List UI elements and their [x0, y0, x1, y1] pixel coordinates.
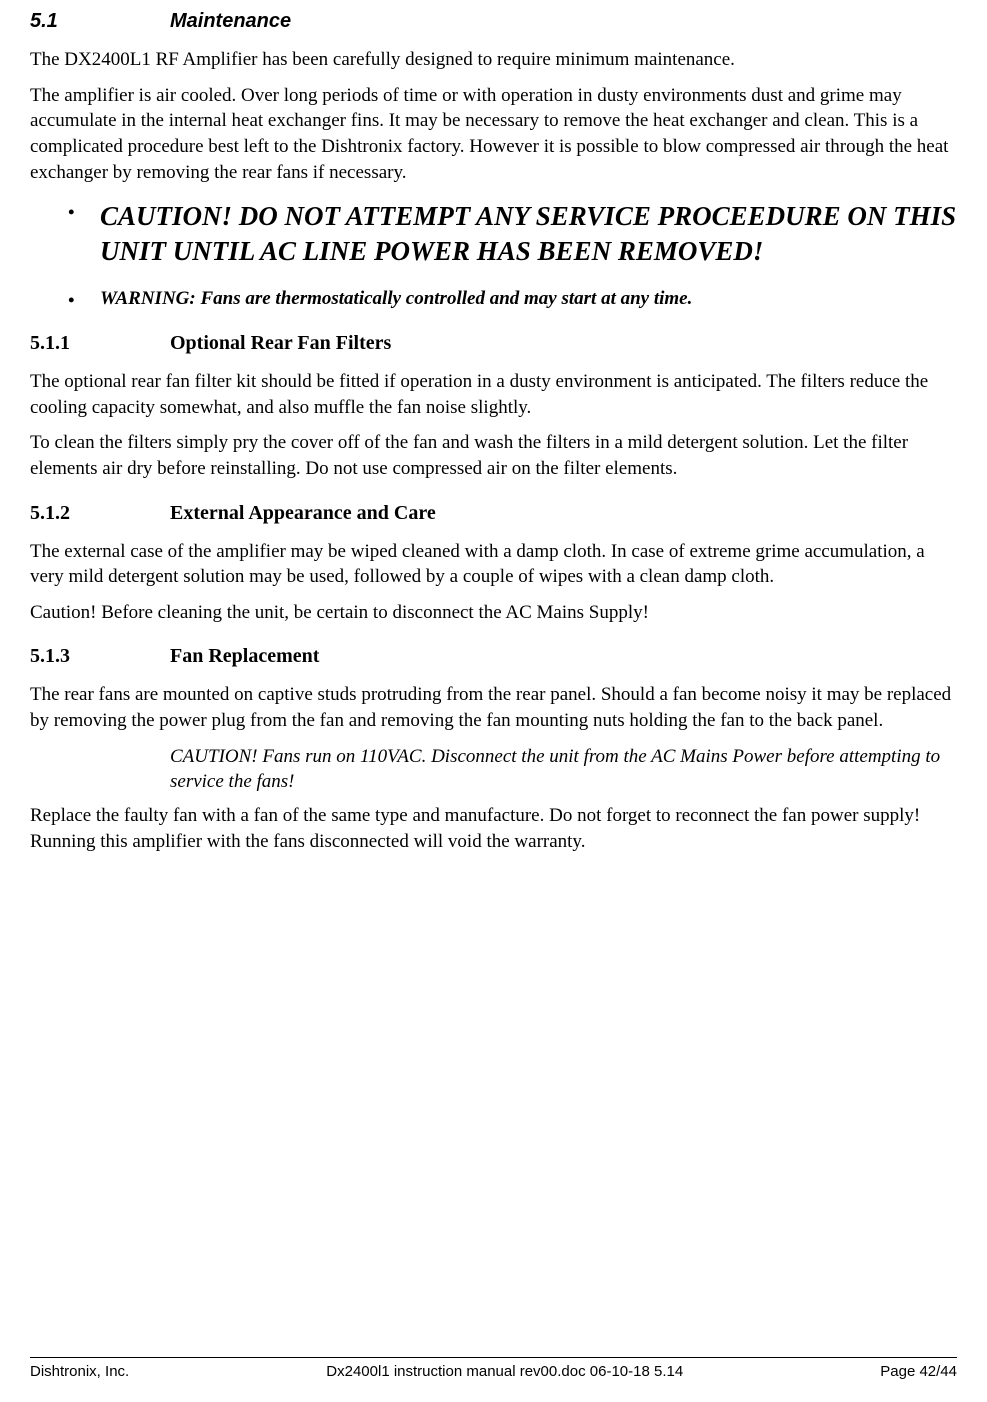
- paragraph: To clean the filters simply pry the cove…: [30, 430, 957, 481]
- indented-caution: CAUTION! Fans run on 110VAC. Disconnect …: [30, 744, 957, 795]
- footer-company: Dishtronix, Inc.: [30, 1362, 129, 1382]
- section-heading: 5.1Maintenance: [30, 8, 957, 35]
- subsection-title: Fan Replacement: [170, 645, 319, 667]
- paragraph: Replace the faulty fan with a fan of the…: [30, 803, 957, 854]
- page-footer: Dishtronix, Inc. Dx2400l1 instruction ma…: [30, 1357, 957, 1382]
- bullet-list: CAUTION! DO NOT ATTEMPT ANY SERVICE PROC…: [30, 199, 957, 312]
- warning-bullet: WARNING: Fans are thermostatically contr…: [72, 286, 957, 312]
- subsection-heading: 5.1.2External Appearance and Care: [30, 500, 957, 527]
- subsection-number: 5.1.3: [30, 643, 170, 670]
- subsection-title: Optional Rear Fan Filters: [170, 332, 391, 354]
- subsection-heading: 5.1.1Optional Rear Fan Filters: [30, 330, 957, 357]
- footer-page: Page 42/44: [880, 1362, 957, 1382]
- paragraph: The optional rear fan filter kit should …: [30, 369, 957, 420]
- paragraph: The rear fans are mounted on captive stu…: [30, 682, 957, 733]
- footer-doc: Dx2400l1 instruction manual rev00.doc 06…: [326, 1362, 683, 1382]
- subsection-heading: 5.1.3Fan Replacement: [30, 643, 957, 670]
- caution-bullet: CAUTION! DO NOT ATTEMPT ANY SERVICE PROC…: [72, 199, 957, 268]
- subsection-title: External Appearance and Care: [170, 502, 436, 524]
- paragraph: The external case of the amplifier may b…: [30, 539, 957, 590]
- subsection-number: 5.1.1: [30, 330, 170, 357]
- subsection-number: 5.1.2: [30, 500, 170, 527]
- paragraph: The DX2400L1 RF Amplifier has been caref…: [30, 47, 957, 73]
- paragraph: Caution! Before cleaning the unit, be ce…: [30, 600, 957, 626]
- section-number: 5.1: [30, 8, 170, 35]
- section-title: Maintenance: [170, 10, 291, 32]
- paragraph: The amplifier is air cooled. Over long p…: [30, 83, 957, 186]
